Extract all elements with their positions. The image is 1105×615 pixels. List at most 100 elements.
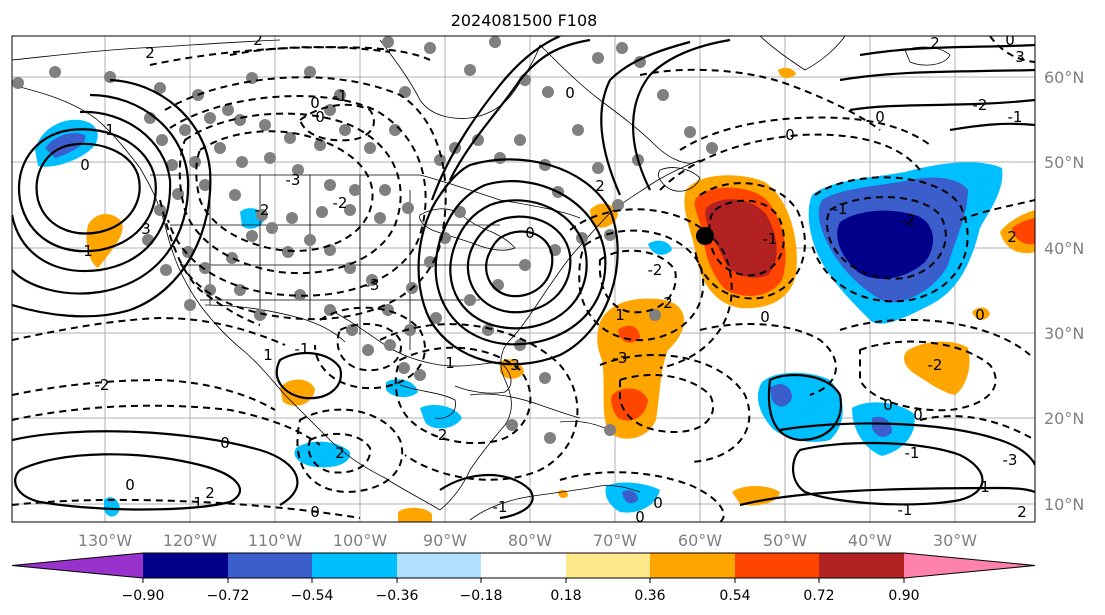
contour-dashed-sw-1 bbox=[12, 316, 286, 346]
contour-label: 0 bbox=[315, 108, 325, 126]
station-dot bbox=[454, 206, 466, 218]
lat-tick-label: 60°N bbox=[1044, 68, 1084, 87]
contour-label: 1 bbox=[83, 242, 93, 260]
station-dot bbox=[374, 212, 386, 224]
contour-label: 2 bbox=[1007, 228, 1017, 246]
station-dot bbox=[382, 304, 394, 316]
contour-dashed-south-atl-trough-2 bbox=[859, 340, 997, 412]
colorbar-swatch bbox=[481, 553, 566, 578]
colorbar-swatch bbox=[650, 553, 735, 578]
station-dot bbox=[384, 339, 396, 351]
contour-label: -2 bbox=[433, 426, 448, 444]
station-dot bbox=[204, 112, 216, 124]
lon-tick-label: 80°W bbox=[508, 531, 552, 550]
contour-dashed-tropical-1 bbox=[619, 374, 715, 434]
latitude-tick-labels: 60°N 50°N 40°N 30°N 20°N 10°N bbox=[1044, 68, 1084, 514]
contour-label: -1 bbox=[833, 200, 848, 218]
contour-label: 2 bbox=[663, 294, 673, 312]
contour-solid-tropical-trough bbox=[767, 373, 843, 442]
contour-label: -3 bbox=[365, 276, 380, 294]
colorbar-label: −0.72 bbox=[207, 588, 250, 604]
colorbar-swatch bbox=[143, 553, 228, 578]
contour-dashed-central-am-1 bbox=[307, 432, 372, 474]
contour-dashed-us-trough-3 bbox=[167, 95, 427, 297]
shade-blue-caribbean-w bbox=[420, 405, 462, 429]
lon-tick-label: 90°W bbox=[423, 531, 467, 550]
contour-solid-south-atl-1 bbox=[792, 441, 984, 506]
contour-label: 1 bbox=[263, 346, 273, 364]
station-dot bbox=[424, 256, 436, 268]
contour-label: -1 bbox=[905, 444, 920, 462]
station-dot bbox=[346, 324, 358, 336]
contour-solid-pacific-high-2 bbox=[17, 128, 157, 253]
station-dot bbox=[282, 246, 294, 258]
shade-blue-eastern-pacific bbox=[294, 441, 351, 468]
dashed-contours bbox=[12, 36, 1035, 522]
station-dot bbox=[344, 262, 356, 274]
coast-cuba bbox=[469, 393, 581, 419]
contour-label: -2 bbox=[648, 261, 663, 279]
colorbar-swatch bbox=[566, 553, 650, 578]
contour-label: 2 bbox=[595, 177, 605, 195]
colorbar-label: −0.36 bbox=[376, 588, 419, 604]
contour-label: 0 bbox=[653, 494, 663, 512]
station-dot bbox=[286, 212, 298, 224]
contour-dashed-atl-west-1 bbox=[598, 249, 677, 314]
contour-label: 2 bbox=[205, 484, 215, 502]
contour-dashed-north-atl-low-2 bbox=[811, 176, 969, 303]
station-dot bbox=[316, 206, 328, 218]
contour-solid-trough-north-4 bbox=[632, 38, 731, 191]
station-dot bbox=[214, 142, 226, 154]
lon-tick-label: 100°W bbox=[333, 531, 388, 550]
contour-solid-trough-north-2 bbox=[430, 36, 561, 201]
station-dot bbox=[604, 229, 616, 241]
station-dot bbox=[572, 124, 584, 136]
contour-dashed-west-pacific bbox=[159, 199, 261, 326]
station-dot bbox=[49, 66, 61, 78]
colorbar: −0.90 −0.72 −0.54 −0.36 −0.18 0.18 0.36 0.54 0.7… bbox=[11, 552, 1036, 604]
contour-label: 1 bbox=[980, 478, 990, 496]
station-dot bbox=[229, 189, 241, 201]
lat-tick-label: 40°N bbox=[1044, 239, 1084, 258]
contour-solid-trough-north-3 bbox=[600, 40, 691, 196]
station-dot bbox=[539, 372, 551, 384]
location-marker bbox=[696, 227, 714, 245]
contour-solid-south-atl-2 bbox=[779, 422, 1035, 466]
contour-dashed-south-atl-trough-3 bbox=[839, 318, 1031, 356]
station-dot bbox=[199, 262, 211, 274]
coast-north-america-east bbox=[439, 159, 701, 511]
contour-dashed-us-trough-2 bbox=[178, 112, 402, 275]
station-dot bbox=[414, 369, 426, 381]
station-dot bbox=[156, 134, 168, 146]
station-dot bbox=[264, 152, 276, 164]
lon-tick-label: 40°W bbox=[848, 531, 892, 550]
station-dot bbox=[254, 309, 266, 321]
colorbar-label: 0.72 bbox=[803, 588, 834, 604]
station-dot bbox=[544, 432, 556, 444]
coast-gulf-of-mexico bbox=[329, 309, 512, 394]
map-frame bbox=[11, 35, 1036, 523]
lat-tick-label: 10°N bbox=[1044, 495, 1084, 514]
station-dot bbox=[234, 114, 246, 126]
shade-bluemid-cape-verde bbox=[872, 416, 892, 437]
contour-dashed-caribbean-1 bbox=[394, 346, 532, 445]
lat-tick-label: 20°N bbox=[1044, 409, 1084, 428]
contour-solid-north-atl-1 bbox=[849, 98, 1035, 112]
contour-label: 0 bbox=[310, 94, 320, 112]
colorbar-swatch bbox=[312, 553, 397, 578]
contour-dashed-south-atl-trough-1 bbox=[699, 323, 837, 396]
station-dot bbox=[259, 119, 271, 131]
station-dot bbox=[12, 77, 24, 89]
colorbar-label: 0.54 bbox=[719, 588, 750, 604]
contour-label: -1 bbox=[295, 340, 310, 358]
contour-label: 0 bbox=[525, 224, 535, 242]
coast-newfoundland bbox=[658, 167, 701, 192]
shade-redorange-plume-north bbox=[618, 325, 640, 343]
contour-label: -2 bbox=[255, 201, 270, 219]
contour-dashed-us-trough-1 bbox=[195, 130, 374, 252]
station-dot bbox=[199, 179, 211, 191]
contour-label: 3 bbox=[510, 356, 520, 374]
station-dot bbox=[344, 204, 356, 216]
